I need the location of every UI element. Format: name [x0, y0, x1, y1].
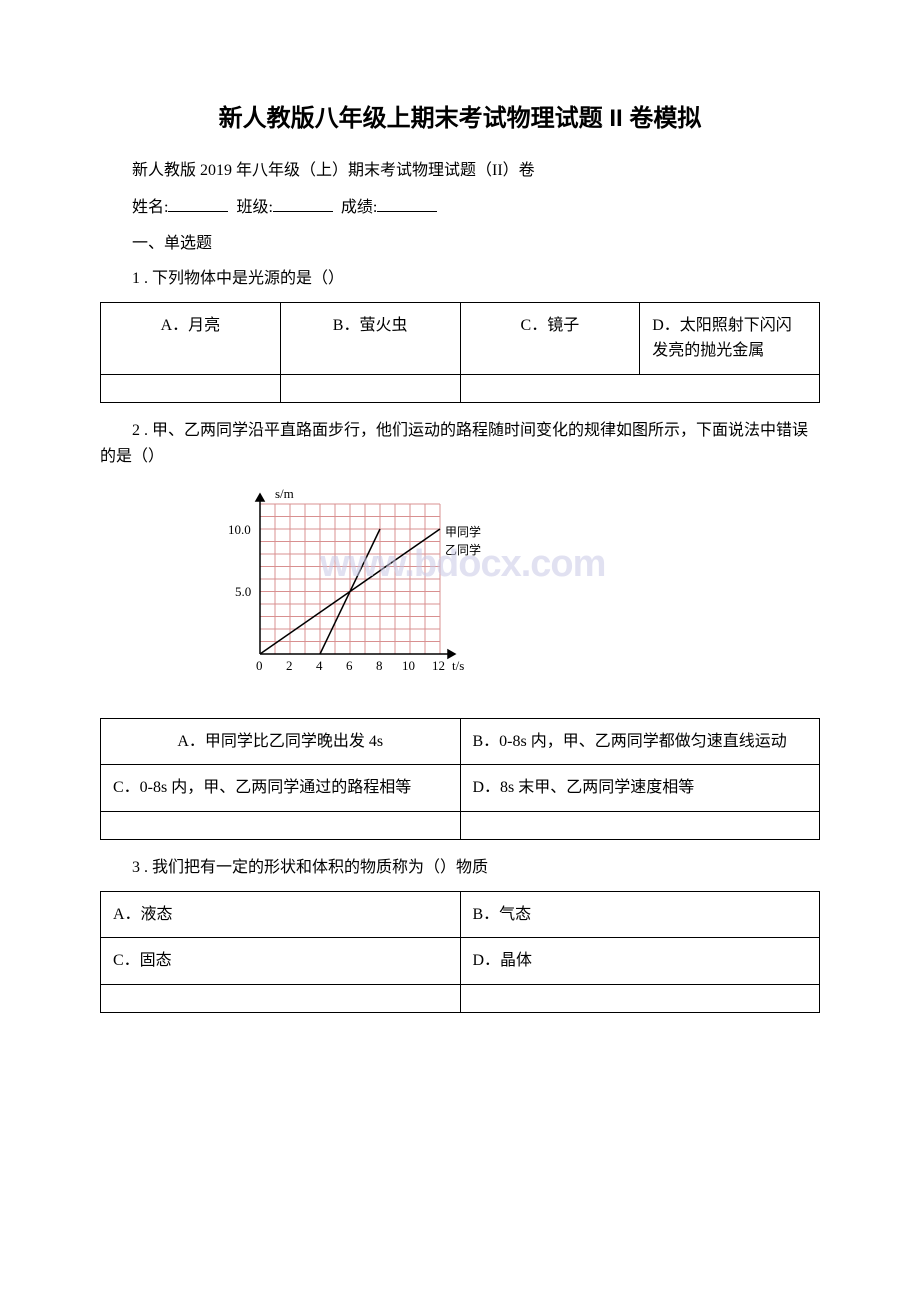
- q3-blank-a: [101, 984, 461, 1012]
- page-title: 新人教版八年级上期末考试物理试题 II 卷模拟: [100, 100, 820, 138]
- chart-ytick-5: 5.0: [235, 584, 251, 599]
- score-label: 成绩:: [341, 199, 377, 216]
- chart-y-label: s/m: [275, 486, 294, 501]
- section-title: 一、单选题: [100, 231, 820, 257]
- q1-opt-d: D．太阳照射下闪闪发亮的抛光金属: [640, 302, 820, 374]
- chart-ytick-10: 10.0: [228, 522, 251, 537]
- chart-legend-jia: 甲同学: [445, 524, 481, 539]
- question-1: 1 . 下列物体中是光源的是（）: [100, 266, 820, 292]
- q3-opt-a: A．液态: [101, 891, 461, 938]
- q2-opt-b: B．0-8s 内，甲、乙两同学都做匀速直线运动: [460, 718, 820, 765]
- q2-chart: 甲同学 乙同学 s/m 10.0 5.0 0 2 4 6 8 10 12 t/s: [220, 484, 490, 703]
- chart-xtick-8: 8: [376, 658, 383, 673]
- q2-opt-a: A．甲同学比乙同学晚出发 4s: [101, 718, 461, 765]
- subtitle: 新人教版 2019 年八年级（上）期末考试物理试题（II）卷: [100, 158, 820, 184]
- class-blank[interactable]: [273, 194, 333, 212]
- q1-blank-a: [101, 374, 281, 402]
- score-blank[interactable]: [377, 194, 437, 212]
- chart-xtick-10: 10: [402, 658, 415, 673]
- class-label: 班级:: [236, 199, 272, 216]
- q1-blank-cd: [460, 374, 820, 402]
- q2-options-table: A．甲同学比乙同学晚出发 4s B．0-8s 内，甲、乙两同学都做匀速直线运动 …: [100, 718, 820, 840]
- chart-xtick-2: 2: [286, 658, 293, 673]
- q2-opt-c: C．0-8s 内，甲、乙两同学通过的路程相等: [101, 765, 461, 812]
- q3-opt-d: D．晶体: [460, 938, 820, 985]
- q3-opt-c: C．固态: [101, 938, 461, 985]
- q1-blank-b: [280, 374, 460, 402]
- q2-opt-d: D．8s 末甲、乙两同学速度相等: [460, 765, 820, 812]
- chart-xtick-12: 12: [432, 658, 445, 673]
- form-line: 姓名: 班级: 成绩:: [100, 194, 820, 221]
- q1-opt-c: C．镜子: [460, 302, 640, 374]
- chart-x-label: t/s: [452, 658, 464, 673]
- question-2: 2 . 甲、乙两同学沿平直路面步行，他们运动的路程随时间变化的规律如图所示，下面…: [100, 418, 820, 469]
- q3-blank-b: [460, 984, 820, 1012]
- chart-xtick-4: 4: [316, 658, 323, 673]
- chart-legend-yi: 乙同学: [445, 542, 481, 557]
- q3-opt-b: B．气态: [460, 891, 820, 938]
- chart-xtick-0: 0: [256, 658, 263, 673]
- question-3: 3 . 我们把有一定的形状和体积的物质称为（）物质: [100, 855, 820, 881]
- q1-opt-a: A．月亮: [101, 302, 281, 374]
- q1-options-table: A．月亮 B．萤火虫 C．镜子 D．太阳照射下闪闪发亮的抛光金属: [100, 302, 820, 403]
- chart-xtick-6: 6: [346, 658, 353, 673]
- name-blank[interactable]: [168, 194, 228, 212]
- q2-blank-a: [101, 811, 461, 839]
- q3-options-table: A．液态 B．气态 C．固态 D．晶体: [100, 891, 820, 1013]
- q2-blank-b: [460, 811, 820, 839]
- q1-opt-b: B．萤火虫: [280, 302, 460, 374]
- name-label: 姓名:: [132, 199, 168, 216]
